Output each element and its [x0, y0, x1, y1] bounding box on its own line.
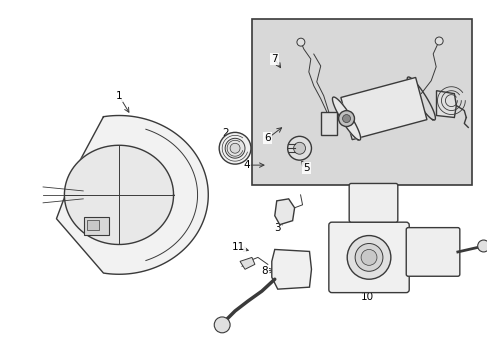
Polygon shape — [407, 77, 434, 120]
Text: 10: 10 — [360, 292, 373, 302]
Circle shape — [342, 114, 350, 122]
Text: 4: 4 — [243, 160, 250, 170]
Bar — [251, 19, 471, 185]
Circle shape — [224, 138, 244, 158]
Text: 8: 8 — [261, 266, 267, 276]
FancyBboxPatch shape — [406, 228, 459, 276]
Circle shape — [434, 37, 442, 45]
Polygon shape — [271, 249, 311, 289]
Polygon shape — [332, 97, 360, 140]
Circle shape — [477, 240, 488, 252]
Circle shape — [346, 235, 390, 279]
Circle shape — [230, 143, 240, 153]
Polygon shape — [240, 257, 254, 269]
Circle shape — [287, 136, 311, 160]
Circle shape — [360, 249, 376, 265]
Text: 9: 9 — [428, 233, 435, 243]
Circle shape — [219, 132, 250, 164]
Polygon shape — [56, 116, 208, 274]
Polygon shape — [320, 112, 336, 135]
Bar — [87, 220, 99, 230]
Text: 6: 6 — [264, 133, 270, 143]
Circle shape — [296, 38, 304, 46]
Text: 7: 7 — [271, 54, 278, 64]
Circle shape — [338, 111, 354, 126]
Text: 5: 5 — [303, 163, 309, 173]
Text: 3: 3 — [274, 222, 281, 233]
Polygon shape — [340, 77, 426, 140]
Bar — [84, 217, 109, 235]
FancyBboxPatch shape — [348, 184, 397, 222]
Circle shape — [293, 142, 305, 154]
Circle shape — [354, 243, 382, 271]
Text: 11: 11 — [231, 243, 244, 252]
Text: 1: 1 — [116, 91, 122, 101]
Polygon shape — [436, 91, 455, 117]
Polygon shape — [64, 145, 173, 244]
Polygon shape — [274, 199, 294, 225]
Text: 2: 2 — [222, 129, 228, 138]
FancyBboxPatch shape — [328, 222, 408, 293]
Circle shape — [214, 317, 230, 333]
